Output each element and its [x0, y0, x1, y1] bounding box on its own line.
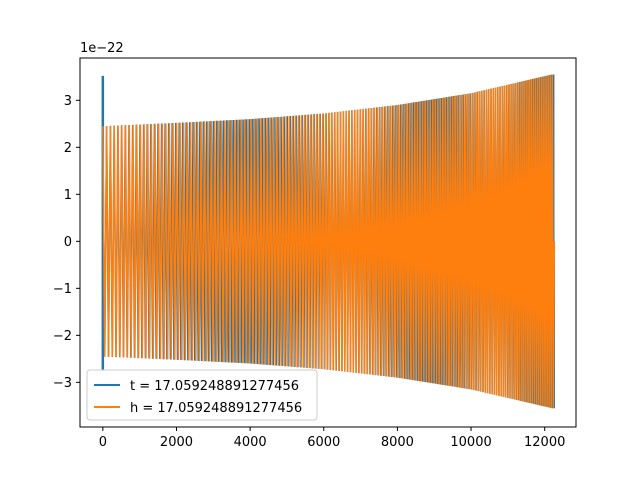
y-tick-label: 1 [64, 188, 72, 203]
y-offset-label: 1e−22 [80, 41, 124, 56]
y-tick-label: 0 [64, 235, 72, 250]
series-h [102, 74, 556, 409]
y-tick-label: 2 [64, 141, 72, 156]
legend-label-t: t = 17.059248891277456 [130, 379, 299, 394]
series-h-line [102, 74, 556, 409]
x-tick-label: 0 [99, 435, 107, 450]
legend: t = 17.059248891277456 h = 17.0592488912… [86, 369, 318, 421]
series-layer [101, 74, 556, 409]
y-tick-label: −1 [53, 282, 72, 297]
y-tick-label: −2 [53, 329, 72, 344]
x-tick-label: 6000 [307, 435, 340, 450]
x-tick-label: 8000 [381, 435, 414, 450]
axes-frame [79, 57, 577, 428]
x-tick-label: 4000 [234, 435, 267, 450]
legend-box [86, 369, 318, 421]
ticks-layer: 0 2000 4000 6000 8000 10000 12000 −3 −2 −1 0 1 2 3 [53, 94, 566, 450]
x-tick-label: 12000 [524, 435, 565, 450]
y-tick-label: 3 [64, 94, 72, 109]
x-tick-label: 10000 [450, 435, 491, 450]
legend-label-h: h = 17.059248891277456 [130, 401, 302, 416]
x-tick-label: 2000 [160, 435, 193, 450]
y-tick-label: −3 [53, 376, 72, 391]
